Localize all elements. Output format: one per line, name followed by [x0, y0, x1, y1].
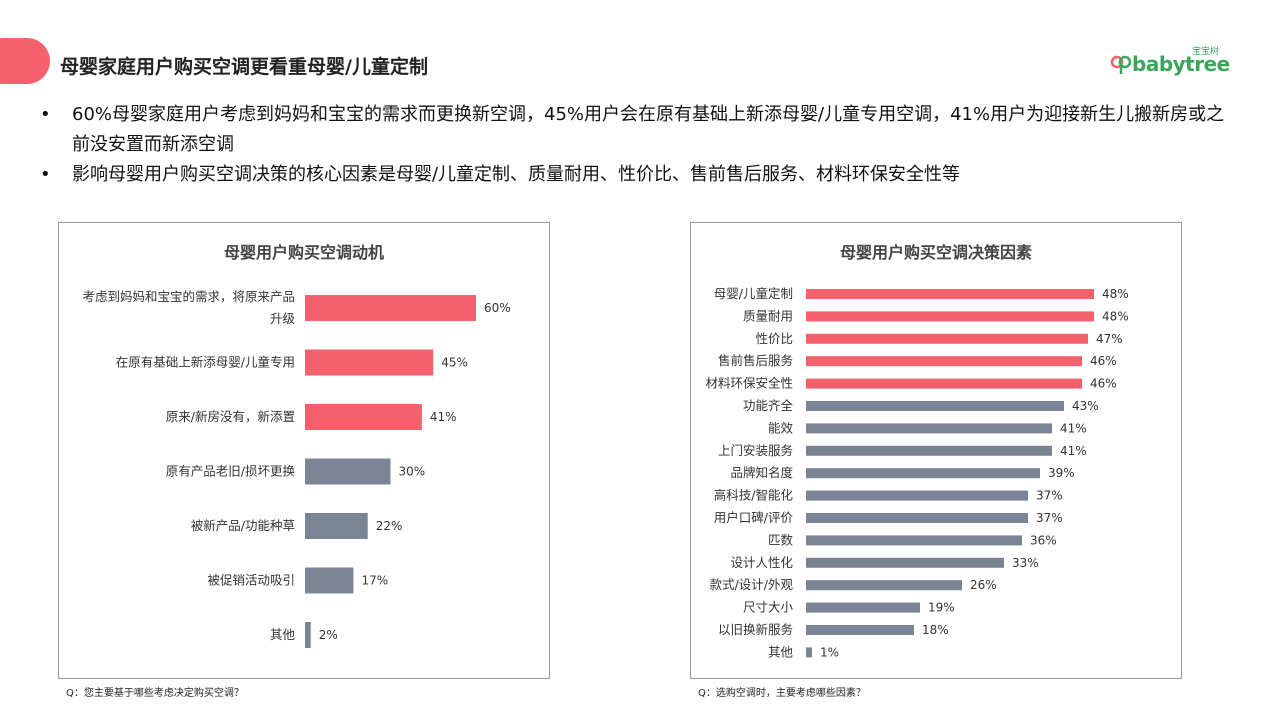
bar — [305, 349, 434, 376]
value-label: 48% — [1102, 309, 1129, 323]
value-label: 37% — [1036, 489, 1063, 503]
category-label: 在原有基础上新添母婴/儿童专用 — [116, 355, 295, 370]
category-label: 升级 — [270, 311, 296, 326]
bar — [305, 567, 354, 594]
value-label: 1% — [820, 645, 839, 659]
bar — [305, 404, 422, 430]
value-label: 2% — [319, 628, 338, 642]
value-label: 46% — [1090, 377, 1117, 391]
bullet-item: • 影响母婴用户购买空调决策的核心因素是母婴/儿童定制、质量耐用、性价比、售前售… — [40, 160, 1240, 190]
value-label: 39% — [1048, 466, 1075, 480]
bar — [806, 513, 1028, 523]
value-label: 33% — [1012, 556, 1039, 570]
category-label: 被促销活动吸引 — [207, 573, 295, 588]
survey-question-left: Q：您主要基于哪些考虑决定购买空调？ — [66, 688, 244, 699]
category-label: 设计人性化 — [730, 555, 793, 570]
bar — [305, 513, 368, 539]
bar — [806, 289, 1094, 299]
bullet-item: • 60%母婴家庭用户考虑到妈妈和宝宝的需求而更换新空调，45%用户会在原有基础… — [40, 100, 1240, 160]
category-label: 原有产品老旧/损坏更换 — [166, 464, 296, 479]
survey-question-right: Q：选购空调时，主要考虑哪些因素？ — [698, 688, 866, 699]
bar — [806, 557, 1004, 568]
category-label: 高科技/智能化 — [714, 488, 794, 503]
bar — [806, 445, 1052, 456]
page-title: 母婴家庭用户购买空调更看重母婴/儿童定制 — [60, 56, 428, 78]
category-label: 能效 — [768, 420, 794, 435]
bar — [806, 625, 914, 635]
category-label: 功能齐全 — [743, 398, 794, 413]
chart-title: 母婴用户购买空调动机 — [223, 243, 384, 262]
decision-factors-bar-chart: 48% 母婴/儿童定制 48% 质量耐用 47% 性价比 46% 售前售后服务 46% 材料环保安… — [705, 286, 1129, 659]
category-label: 匹数 — [768, 532, 794, 547]
bar — [806, 580, 962, 591]
bar — [806, 602, 920, 613]
logo-text: babytree — [1132, 52, 1230, 76]
value-label: 48% — [1102, 287, 1129, 301]
category-label: 售前售后服务 — [718, 353, 793, 368]
value-label: 43% — [1072, 399, 1099, 413]
value-label: 26% — [970, 578, 997, 592]
decision-factors-chart-panel: 母婴用户购买空调决策因素 48% 母婴/儿童定制 48% 质量耐用 47% 性价比 46% 售… — [690, 222, 1182, 679]
bar — [806, 468, 1040, 479]
bar — [806, 490, 1028, 501]
babytree-logo: babytree 宝宝树 — [1110, 44, 1230, 80]
category-label: 质量耐用 — [743, 308, 793, 323]
category-label: 被新产品/功能种草 — [191, 518, 295, 533]
category-label: 母婴/儿童定制 — [714, 286, 793, 301]
value-label: 19% — [928, 601, 955, 615]
bar — [806, 401, 1064, 411]
value-label: 45% — [441, 356, 468, 370]
value-label: 37% — [1036, 511, 1063, 525]
bullet-text: 60%母婴家庭用户考虑到妈妈和宝宝的需求而更换新空调，45%用户会在原有基础上新… — [72, 104, 1225, 155]
bar — [806, 378, 1082, 389]
title-accent-tab — [0, 38, 50, 84]
value-label: 22% — [376, 519, 403, 533]
bar — [305, 622, 311, 648]
bar — [305, 458, 391, 485]
bar — [806, 423, 1052, 434]
value-label: 17% — [361, 574, 388, 588]
category-label: 品牌知名度 — [730, 465, 793, 480]
bar — [806, 356, 1082, 367]
bar — [806, 647, 812, 658]
category-label: 考虑到妈妈和宝宝的需求，将原来产品 — [82, 289, 295, 304]
bar — [806, 333, 1088, 344]
value-label: 60% — [484, 301, 511, 315]
value-label: 41% — [430, 410, 457, 424]
logo-mark-icon — [1110, 55, 1132, 74]
bar — [806, 535, 1022, 546]
bar — [806, 311, 1094, 322]
bullet-text: 影响母婴用户购买空调决策的核心因素是母婴/儿童定制、质量耐用、性价比、售前售后服… — [72, 164, 961, 185]
motivation-chart-panel: 母婴用户购买空调动机 60% 考虑到妈妈和宝宝的需求，将原来产品升级 45% 在原有基… — [58, 222, 550, 679]
category-label: 上门安装服务 — [718, 443, 793, 458]
value-label: 47% — [1096, 332, 1123, 346]
bullet-marker: • — [40, 104, 51, 125]
category-label: 其他 — [768, 644, 794, 659]
category-label: 款式/设计/外观 — [710, 577, 794, 592]
value-label: 46% — [1090, 354, 1117, 368]
bullet-marker: • — [40, 164, 51, 185]
value-label: 41% — [1060, 444, 1087, 458]
category-label: 原来/新房没有，新添置 — [166, 409, 295, 424]
value-label: 41% — [1060, 421, 1087, 435]
bar — [305, 295, 476, 321]
category-label: 性价比 — [755, 331, 793, 346]
category-label: 其他 — [270, 627, 296, 642]
category-label: 以旧换新服务 — [718, 622, 793, 637]
value-label: 36% — [1030, 533, 1057, 547]
category-label: 材料环保安全性 — [705, 376, 793, 391]
category-label: 用户口碑/评价 — [714, 510, 794, 525]
category-label: 尺寸大小 — [743, 600, 794, 615]
value-label: 30% — [399, 465, 426, 479]
logo-subtext: 宝宝树 — [1192, 47, 1220, 57]
summary-bullets: • 60%母婴家庭用户考虑到妈妈和宝宝的需求而更换新空调，45%用户会在原有基础… — [40, 100, 1240, 190]
chart-title: 母婴用户购买空调决策因素 — [839, 243, 1032, 262]
value-label: 18% — [922, 623, 949, 637]
